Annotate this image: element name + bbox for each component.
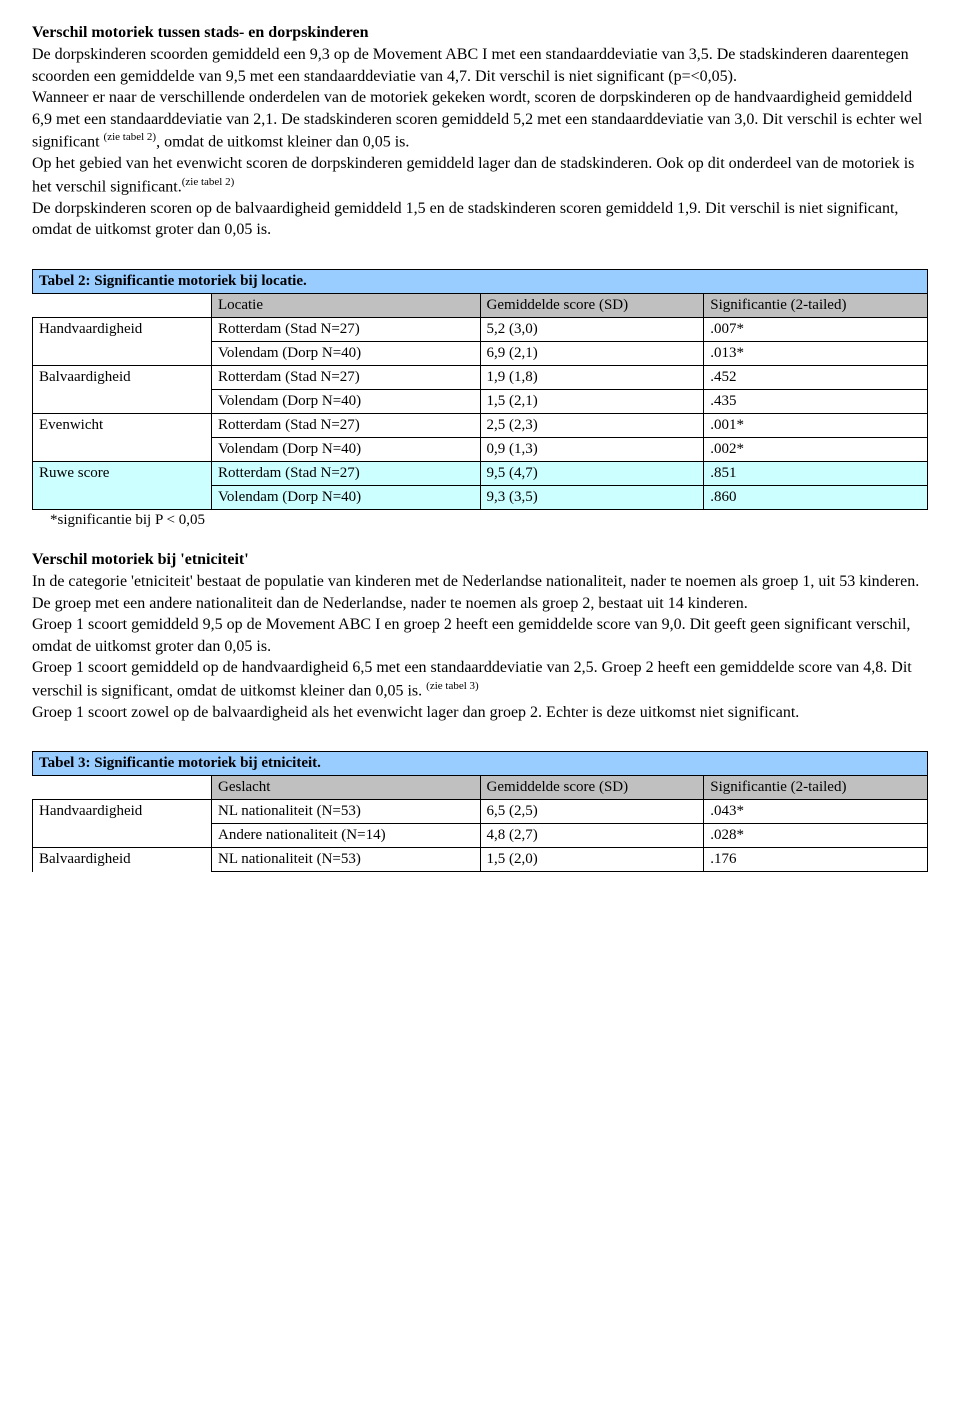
table-category-cell — [33, 438, 212, 462]
table-cell: .860 — [704, 486, 928, 510]
table-header-cell: Significantie (2-tailed) — [704, 776, 928, 800]
table-cell: Volendam (Dorp N=40) — [212, 390, 481, 414]
table-cell: Volendam (Dorp N=40) — [212, 486, 481, 510]
table-cell: 6,9 (2,1) — [480, 342, 704, 366]
table-cell: 1,5 (2,0) — [480, 848, 704, 872]
table-header-cell: Significantie (2-tailed) — [704, 294, 928, 318]
table-category-cell — [33, 390, 212, 414]
table-2: Tabel 2: Significantie motoriek bij loca… — [32, 269, 928, 510]
table-header-cell: Gemiddelde score (SD) — [480, 294, 704, 318]
table-category-cell: Balvaardigheid — [33, 848, 212, 872]
table-category-cell — [33, 486, 212, 510]
table-cell: 1,9 (1,8) — [480, 366, 704, 390]
table-cell: .043* — [704, 800, 928, 824]
section-2: Verschil motoriek bij 'etniciteit' In de… — [32, 551, 928, 723]
table-cell: 2,5 (2,3) — [480, 414, 704, 438]
table-cell: 0,9 (1,3) — [480, 438, 704, 462]
table-cell: Rotterdam (Stad N=27) — [212, 366, 481, 390]
table-cell: .013* — [704, 342, 928, 366]
table-cell: Volendam (Dorp N=40) — [212, 342, 481, 366]
table-cell: NL nationaliteit (N=53) — [212, 848, 481, 872]
table-cell: 4,8 (2,7) — [480, 824, 704, 848]
table-cell: 9,3 (3,5) — [480, 486, 704, 510]
table-category-cell: Balvaardigheid — [33, 366, 212, 390]
table-category-cell — [33, 342, 212, 366]
table-cell: .007* — [704, 318, 928, 342]
table-cell: Volendam (Dorp N=40) — [212, 438, 481, 462]
table-header-cell — [33, 294, 212, 318]
section-2-text: In de categorie 'etniciteit' bestaat de … — [32, 571, 928, 723]
table-cell: Rotterdam (Stad N=27) — [212, 318, 481, 342]
table-cell: Rotterdam (Stad N=27) — [212, 462, 481, 486]
section-2-title: Verschil motoriek bij 'etniciteit' — [32, 551, 928, 569]
table-category-cell: Handvaardigheid — [33, 318, 212, 342]
table-cell: .851 — [704, 462, 928, 486]
table-category-cell: Evenwicht — [33, 414, 212, 438]
table-header-cell: Locatie — [212, 294, 481, 318]
table-cell: .001* — [704, 414, 928, 438]
table-3: Tabel 3: Significantie motoriek bij etni… — [32, 751, 928, 872]
table-cell: .452 — [704, 366, 928, 390]
table-category-cell: Ruwe score — [33, 462, 212, 486]
table-cell: Rotterdam (Stad N=27) — [212, 414, 481, 438]
table-cell: 1,5 (2,1) — [480, 390, 704, 414]
table-header-cell: Gemiddelde score (SD) — [480, 776, 704, 800]
table-header-cell: Geslacht — [212, 776, 481, 800]
table-cell: .176 — [704, 848, 928, 872]
table-cell: .435 — [704, 390, 928, 414]
section-1-title: Verschil motoriek tussen stads- en dorps… — [32, 24, 928, 42]
table-2-footnote: *significantie bij P < 0,05 — [32, 512, 928, 529]
table-category-cell: Handvaardigheid — [33, 800, 212, 824]
table-cell: NL nationaliteit (N=53) — [212, 800, 481, 824]
table-cell: 5,2 (3,0) — [480, 318, 704, 342]
table-category-cell — [33, 824, 212, 848]
table-cell: 6,5 (2,5) — [480, 800, 704, 824]
table-cell: .028* — [704, 824, 928, 848]
section-1: Verschil motoriek tussen stads- en dorps… — [32, 24, 928, 241]
section-1-text: De dorpskinderen scoorden gemiddeld een … — [32, 44, 928, 241]
table-cell: .002* — [704, 438, 928, 462]
table-cell: Andere nationaliteit (N=14) — [212, 824, 481, 848]
table-cell: 9,5 (4,7) — [480, 462, 704, 486]
table-caption: Tabel 3: Significantie motoriek bij etni… — [33, 752, 928, 776]
table-caption: Tabel 2: Significantie motoriek bij loca… — [33, 270, 928, 294]
table-header-cell — [33, 776, 212, 800]
